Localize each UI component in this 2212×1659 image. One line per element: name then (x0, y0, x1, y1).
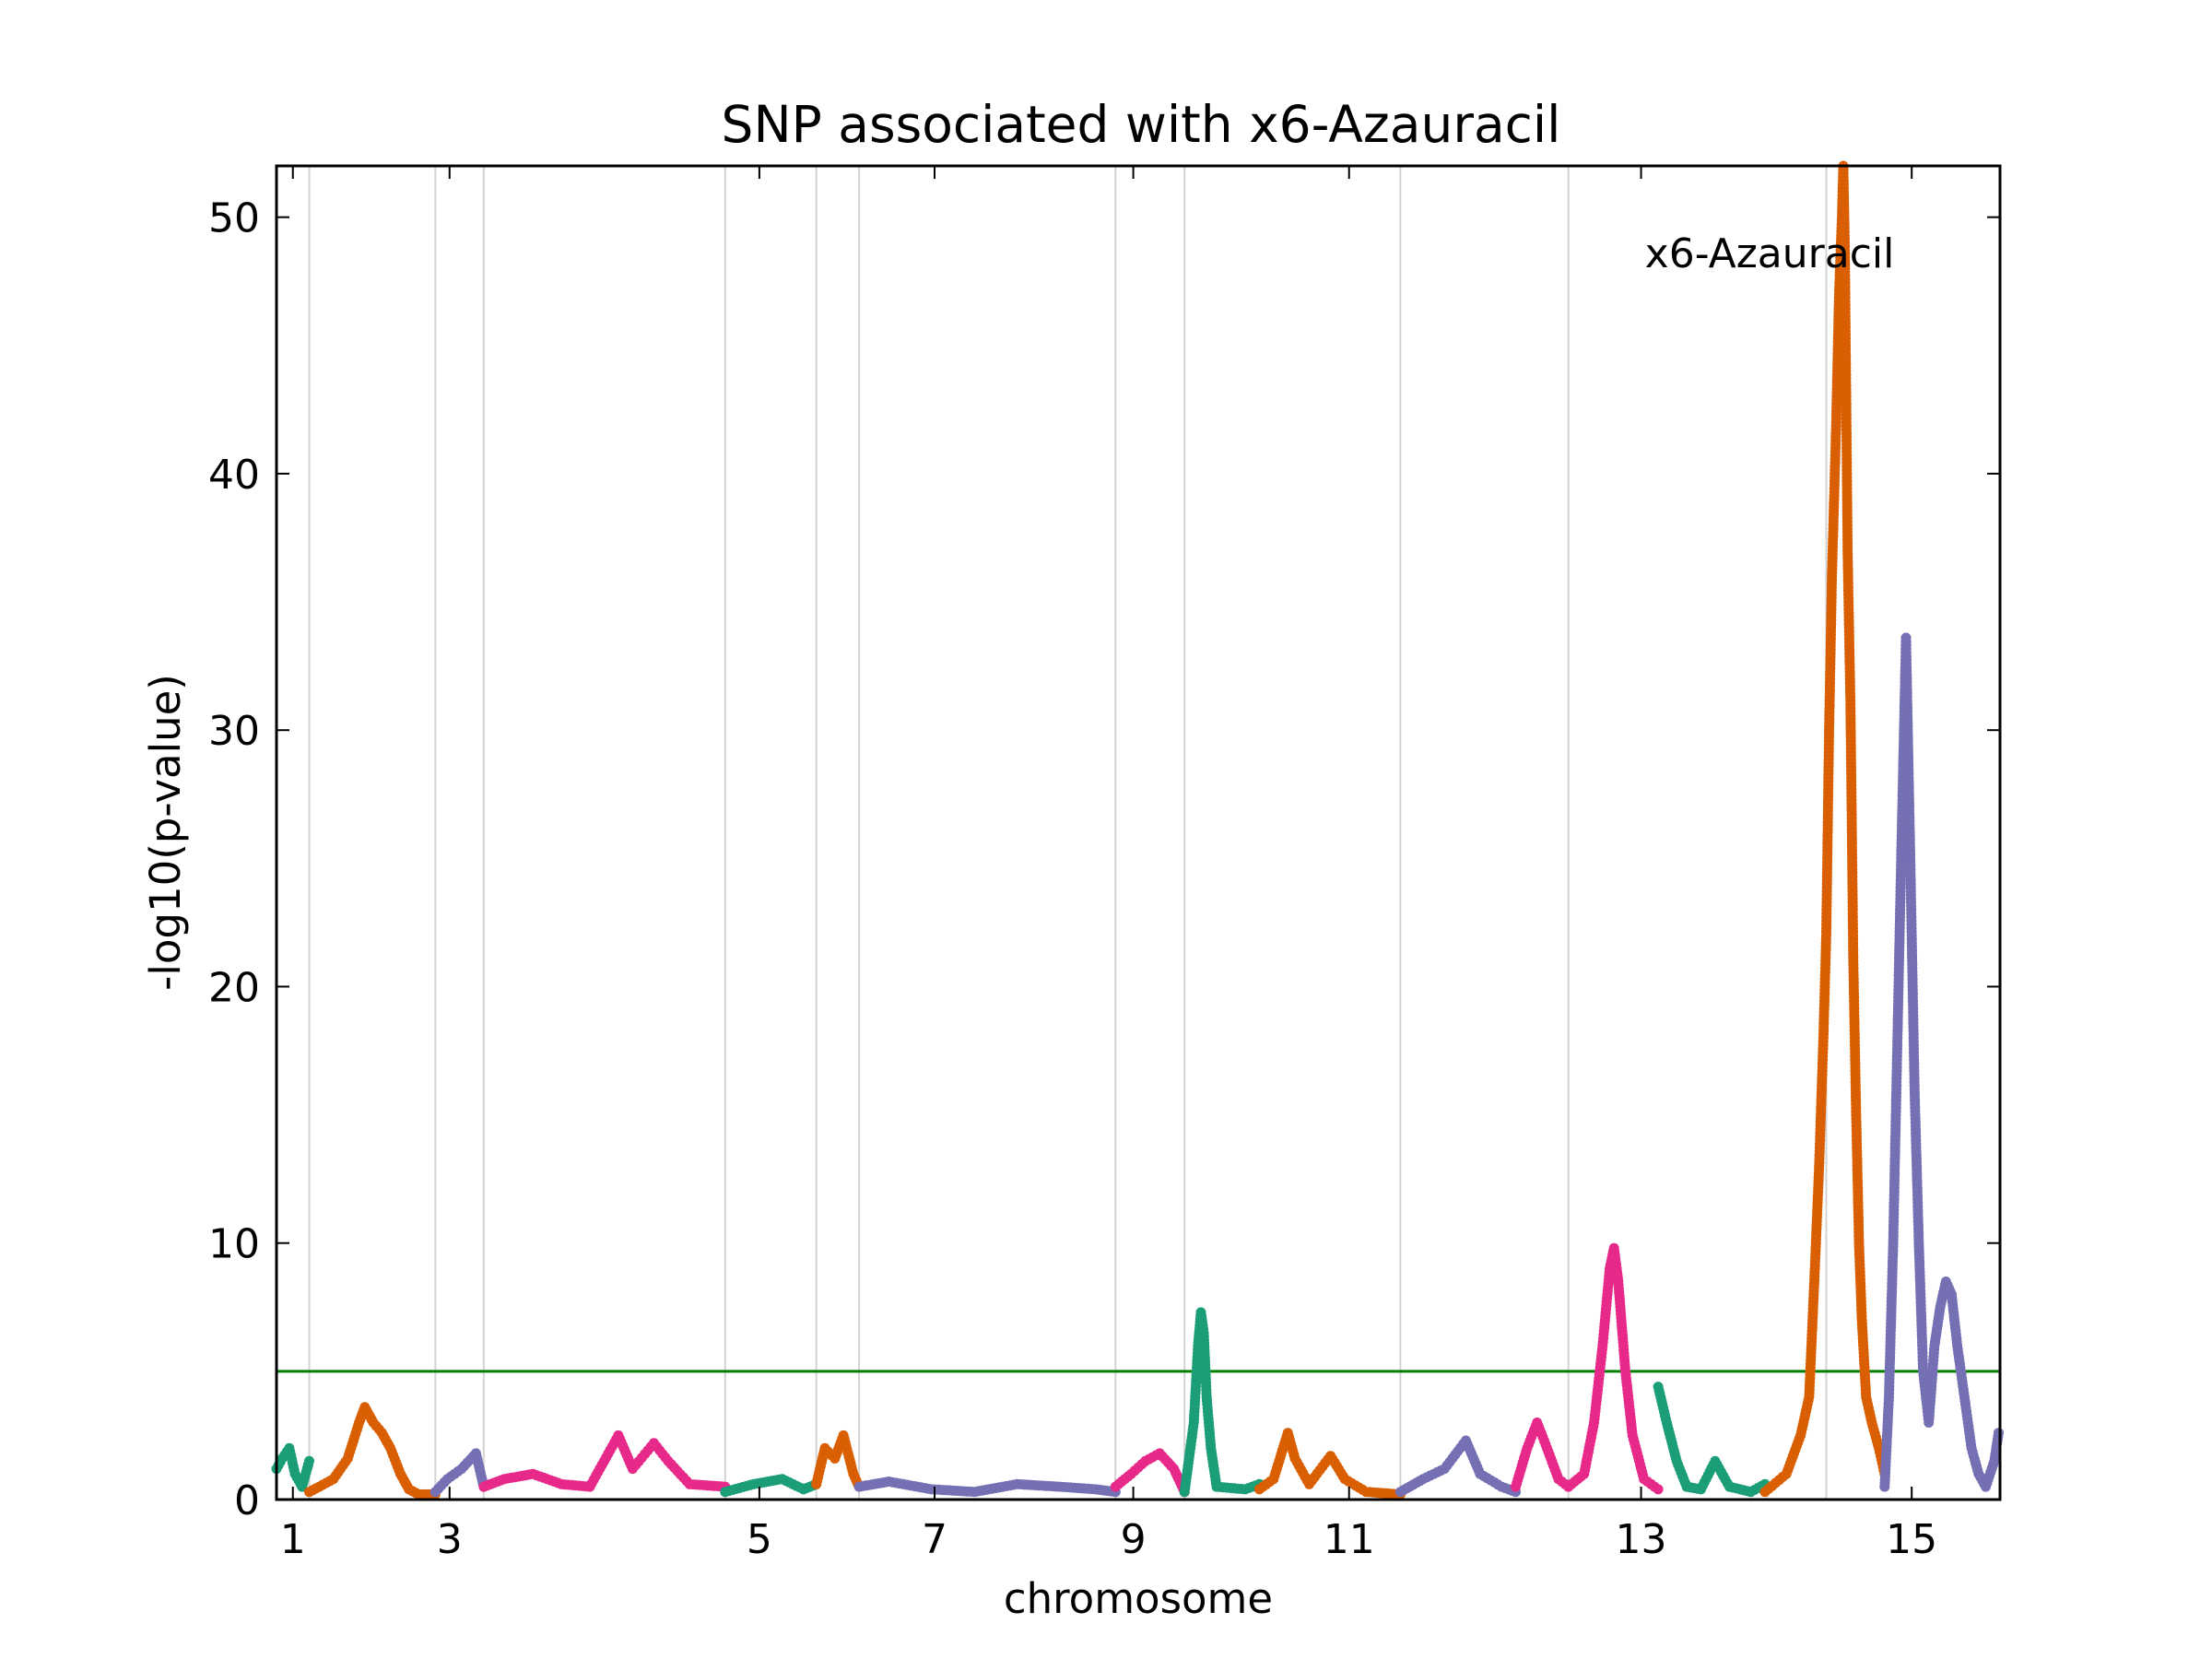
vertical-grid (308, 166, 1828, 1500)
x-tick-label: 11 (1324, 1516, 1375, 1563)
snp-point (304, 1455, 314, 1466)
x-tick-label: 1 (280, 1516, 306, 1563)
y-tick-label: 20 (208, 964, 260, 1011)
x-tick-label: 13 (1616, 1516, 1667, 1563)
x-tick-label: 7 (922, 1516, 947, 1563)
y-axis: 0 10 20 30 40 50 (208, 195, 2000, 1524)
y-tick-label: 10 (208, 1221, 260, 1268)
y-tick-label: 30 (208, 708, 260, 755)
snp-point (1653, 1484, 1664, 1495)
y-tick-label: 40 (208, 452, 260, 499)
plot-annotation: x6-Azauracil (1645, 230, 1895, 277)
data-points (271, 160, 2004, 1500)
plot-frame (275, 164, 2002, 1501)
y-axis-label: -log10(p-value) (141, 674, 190, 991)
x-tick-label: 3 (437, 1516, 463, 1563)
y-tick-label: 50 (208, 195, 260, 242)
y-tick-label: 0 (234, 1477, 260, 1524)
chart-title: SNP associated with x6-Azauracil (722, 95, 1561, 154)
x-axis: 1 3 5 7 9 11 13 15 (280, 166, 1937, 1563)
x-axis-label: chromosome (1004, 1574, 1273, 1623)
x-tick-label: 15 (1886, 1516, 1937, 1563)
x-tick-label: 5 (747, 1516, 772, 1563)
x-tick-label: 9 (1121, 1516, 1147, 1563)
